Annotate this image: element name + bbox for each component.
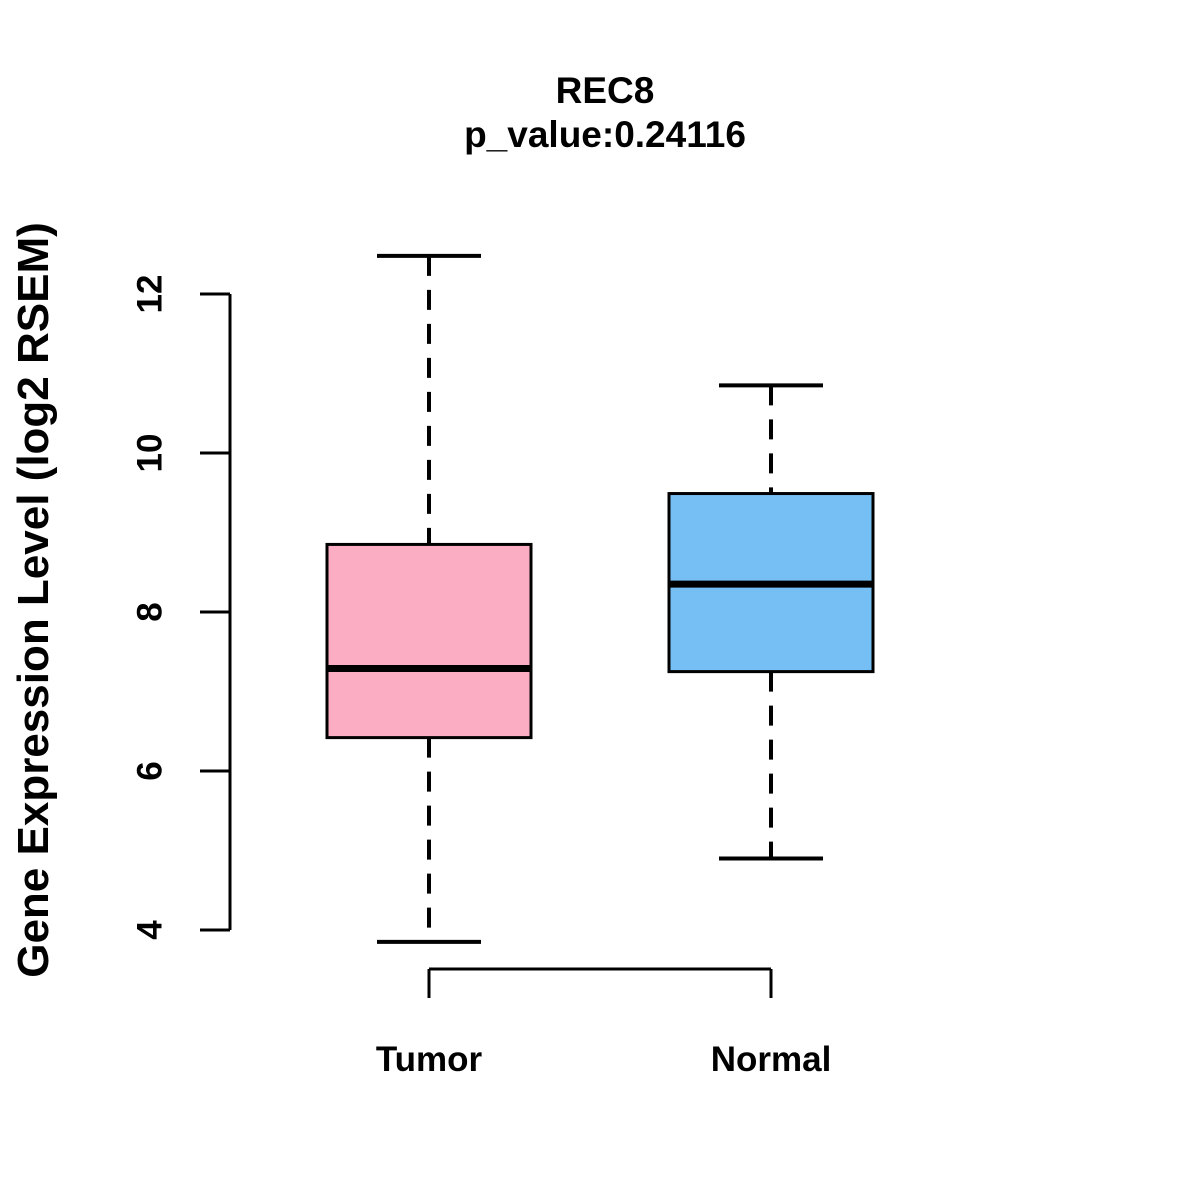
- y-tick-label: 10: [131, 434, 170, 473]
- chart-title: REC8: [555, 70, 655, 111]
- y-tick-label: 6: [131, 761, 170, 780]
- chart-subtitle: p_value:0.24116: [464, 114, 746, 155]
- y-tick-label: 4: [131, 920, 170, 940]
- tumor-box: [325, 542, 533, 740]
- x-label-normal: Normal: [710, 1040, 832, 1079]
- y-tick-label: 8: [131, 602, 170, 621]
- y-tick-label: 12: [131, 275, 170, 314]
- x-label-tumor: Tumor: [375, 1040, 483, 1079]
